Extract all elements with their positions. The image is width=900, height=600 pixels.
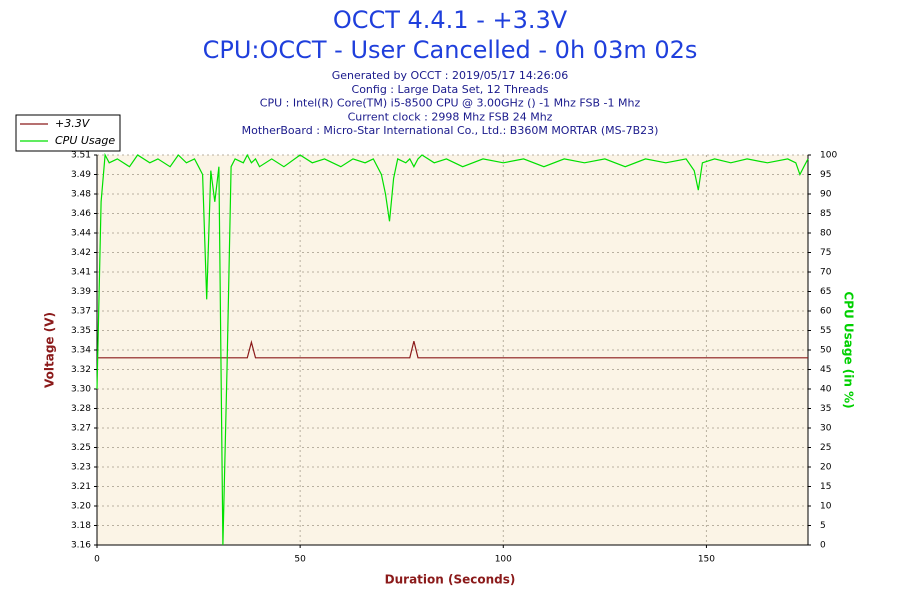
y2-tick-label: 30 bbox=[820, 424, 832, 434]
y2-tick-label: 35 bbox=[820, 404, 831, 414]
y2-tick-label: 100 bbox=[820, 151, 837, 161]
y-tick-label: 3.28 bbox=[71, 404, 91, 414]
y2-tick-label: 60 bbox=[820, 307, 832, 317]
y2-tick-label: 5 bbox=[820, 521, 826, 531]
y-tick-label: 3.30 bbox=[71, 385, 91, 395]
legend-label: +3.3V bbox=[55, 117, 91, 130]
info-line: Config : Large Data Set, 12 Threads bbox=[352, 83, 549, 96]
legend bbox=[15, 114, 121, 152]
y-tick-label: 3.32 bbox=[71, 365, 91, 375]
y2-tick-label: 70 bbox=[820, 268, 832, 278]
chart-title: OCCT 4.4.1 - +3.3V bbox=[333, 6, 568, 34]
y-tick-label: 3.37 bbox=[71, 307, 91, 317]
x-tick-label: 50 bbox=[294, 555, 306, 565]
info-line: Generated by OCCT : 2019/05/17 14:26:06 bbox=[332, 69, 569, 82]
y2-tick-label: 85 bbox=[820, 209, 831, 219]
y2-tick-label: 50 bbox=[820, 346, 832, 356]
y-tick-label: 3.25 bbox=[71, 443, 91, 453]
y-tick-label: 3.20 bbox=[71, 502, 91, 512]
y-tick-label: 3.18 bbox=[71, 521, 91, 531]
y-tick-label: 3.35 bbox=[71, 326, 91, 336]
y-tick-label: 3.48 bbox=[71, 190, 91, 200]
legend-label: CPU Usage bbox=[55, 134, 115, 147]
y2-tick-label: 75 bbox=[820, 248, 831, 258]
y-tick-label: 3.44 bbox=[71, 229, 91, 239]
y-tick-label: 3.46 bbox=[71, 209, 91, 219]
y2-axis-label: CPU Usage (in %) bbox=[842, 291, 856, 408]
y2-tick-label: 20 bbox=[820, 463, 832, 473]
y-tick-label: 3.41 bbox=[71, 268, 91, 278]
series-line bbox=[96, 152, 809, 546]
chart-subtitle: CPU:OCCT - User Cancelled - 0h 03m 02s bbox=[203, 36, 698, 64]
y2-tick-label: 65 bbox=[820, 287, 831, 297]
x-axis-label: Duration (Seconds) bbox=[385, 573, 516, 587]
series-line bbox=[97, 339, 808, 359]
y2-tick-label: 40 bbox=[820, 385, 832, 395]
info-line: Current clock : 2998 Mhz FSB 24 Mhz bbox=[348, 110, 553, 123]
x-tick-label: 150 bbox=[698, 555, 715, 565]
y-tick-label: 3.16 bbox=[71, 541, 91, 551]
info-line: MotherBoard : Micro-Star International C… bbox=[242, 124, 659, 137]
y-tick-label: 3.51 bbox=[71, 151, 91, 161]
y-tick-label: 3.21 bbox=[71, 482, 91, 492]
y2-tick-label: 90 bbox=[820, 190, 832, 200]
x-tick-label: 100 bbox=[495, 555, 512, 565]
info-line: CPU : Intel(R) Core(TM) i5-8500 CPU @ 3.… bbox=[260, 97, 641, 110]
y-tick-label: 3.34 bbox=[71, 346, 91, 356]
y2-tick-label: 95 bbox=[820, 170, 831, 180]
y-tick-label: 3.27 bbox=[71, 424, 91, 434]
y2-tick-label: 45 bbox=[820, 365, 831, 375]
x-tick-label: 0 bbox=[94, 555, 100, 565]
y2-tick-label: 10 bbox=[820, 502, 832, 512]
y2-tick-label: 25 bbox=[820, 443, 831, 453]
y-tick-label: 3.23 bbox=[71, 463, 91, 473]
y-tick-label: 3.39 bbox=[71, 287, 91, 297]
y2-tick-label: 55 bbox=[820, 326, 831, 336]
y-axis-label: Voltage (V) bbox=[43, 312, 57, 388]
y-tick-label: 3.49 bbox=[71, 170, 91, 180]
y2-tick-label: 80 bbox=[820, 229, 832, 239]
y-tick-label: 3.42 bbox=[71, 248, 91, 258]
y2-tick-label: 0 bbox=[820, 541, 826, 551]
y2-tick-label: 15 bbox=[820, 482, 831, 492]
